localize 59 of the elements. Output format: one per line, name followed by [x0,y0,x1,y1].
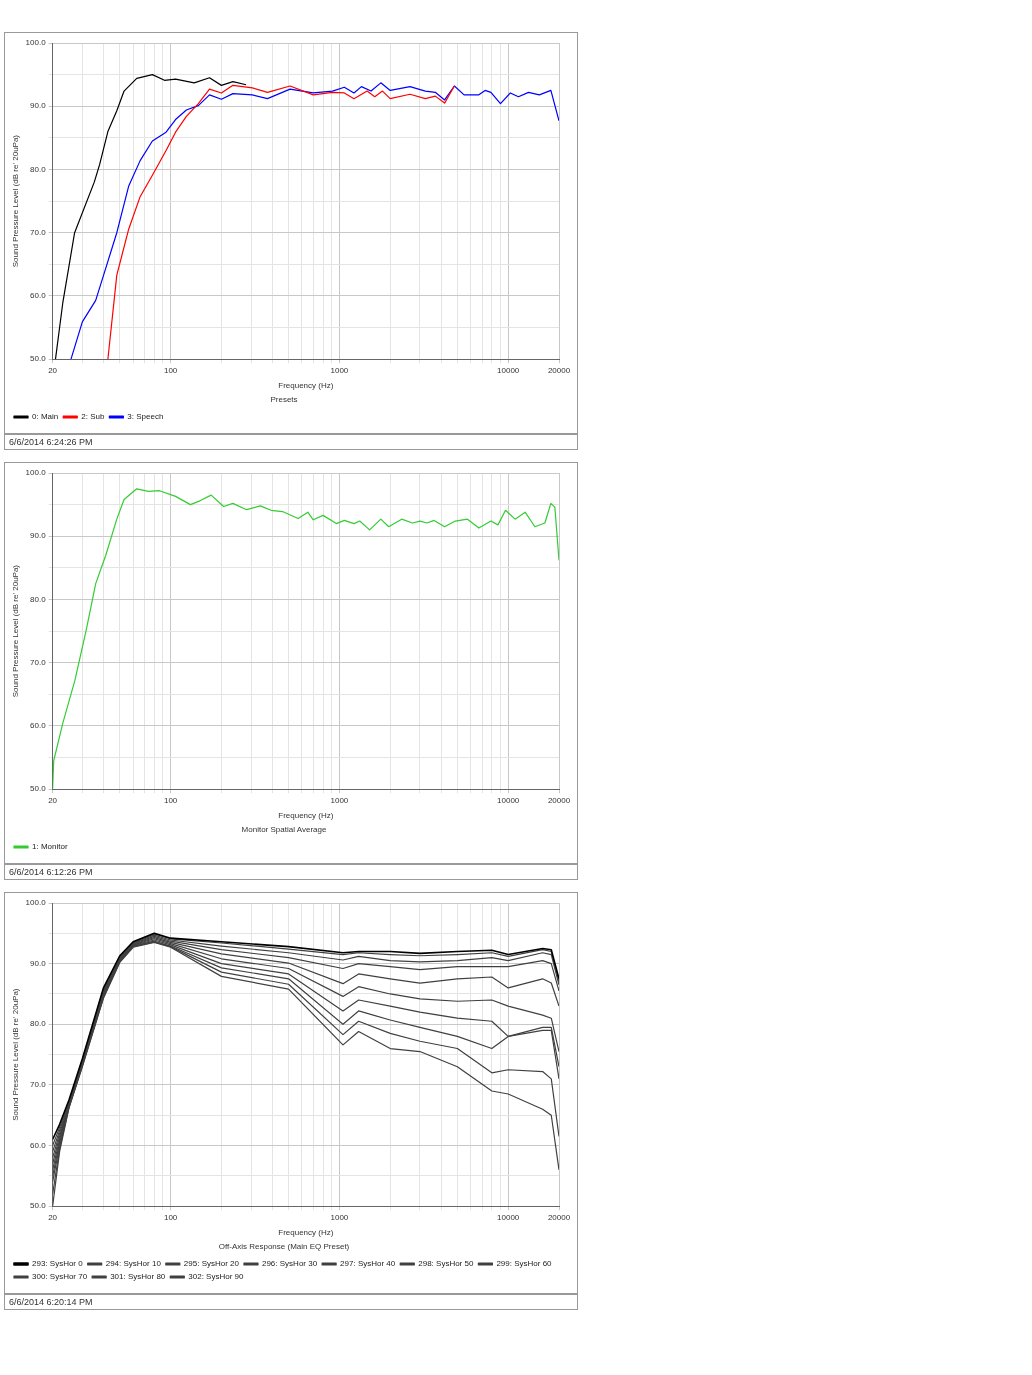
y-tick-label: 70.0 [30,227,47,237]
y-tick-label: 70.0 [30,657,47,667]
y-tick-label: 80.0 [30,1019,47,1029]
legend-label: 297: SysHor 40 [340,1259,396,1269]
legend-label: 0: Main [32,412,59,422]
legend-label: 300: SysHor 70 [32,1272,88,1282]
legend-label: 294: SysHor 10 [105,1259,162,1269]
text: 6/6/2014 6:12:26 PM [5,863,577,879]
legend-label: 295: SysHor 20 [183,1259,240,1269]
legend-label: 298: SysHor 50 [418,1259,474,1269]
y-tick-label: 80.0 [30,594,47,604]
legend-label: 293: SysHor 0 [32,1259,84,1269]
y-tick-label: 100.0 [25,38,47,48]
x-axis-title: Frequency (Hz) [278,810,334,820]
x-tick-label: 20000 [547,366,571,376]
text: Monitor Spatial Average [241,825,327,835]
legend-label: 1: Monitor [32,842,68,852]
legend-label: 302: SysHor 90 [188,1272,244,1282]
x-tick-label: 20 [48,796,58,806]
y-tick-label: 60.0 [30,291,47,301]
text: 6/6/2014 6:24:26 PM [5,433,577,449]
x-tick-label: 1000 [330,366,349,376]
legend-label: 299: SysHor 60 [496,1259,553,1269]
x-tick-label: 1000 [330,1213,349,1223]
y-tick-label: 50.0 [30,354,47,364]
x-tick-label: 20000 [547,1213,571,1223]
y-tick-label: 70.0 [30,1080,47,1090]
x-tick-label: 20 [48,1213,58,1223]
legend-label: 301: SysHor 80 [110,1272,166,1282]
text: 6/6/2014 6:20:14 PM [5,1293,577,1309]
y-tick-label: 90.0 [30,531,47,541]
y-tick-label: 60.0 [30,1140,47,1150]
x-tick-label: 1000 [330,796,349,806]
y-tick-label: 80.0 [30,164,47,174]
y-axis-title: Sound Pressure Level (dB re' 20uPa) [11,134,20,268]
x-tick-label: 10000 [497,796,520,806]
y-axis-title: Sound Pressure Level (dB re' 20uPa) [11,564,20,698]
x-tick-label: 100 [163,366,178,376]
legend-label: 3: Speech [127,412,164,422]
y-axis-title: Sound Pressure Level (dB re' 20uPa) [11,988,20,1121]
x-tick-label: 20000 [547,796,571,806]
text: Presets [270,395,298,405]
y-tick-label: 90.0 [30,101,47,111]
x-tick-label: 10000 [497,1213,520,1223]
x-tick-label: 100 [163,1213,178,1223]
y-tick-label: 100.0 [25,468,47,478]
y-tick-label: 50.0 [30,784,47,794]
y-tick-label: 100.0 [25,898,47,908]
x-axis-title: Frequency (Hz) [278,380,334,390]
x-tick-label: 10000 [497,366,520,376]
y-tick-label: 60.0 [30,721,47,731]
x-axis-title: Frequency (Hz) [278,1227,334,1237]
y-tick-label: 90.0 [30,958,47,968]
x-tick-label: 20 [48,366,58,376]
x-tick-label: 100 [163,796,178,806]
text: Off-Axis Response (Main EQ Preset) [218,1242,350,1252]
legend-label: 296: SysHor 30 [261,1259,318,1269]
legend-label: 2: Sub [81,412,105,422]
y-tick-label: 50.0 [30,1201,47,1211]
